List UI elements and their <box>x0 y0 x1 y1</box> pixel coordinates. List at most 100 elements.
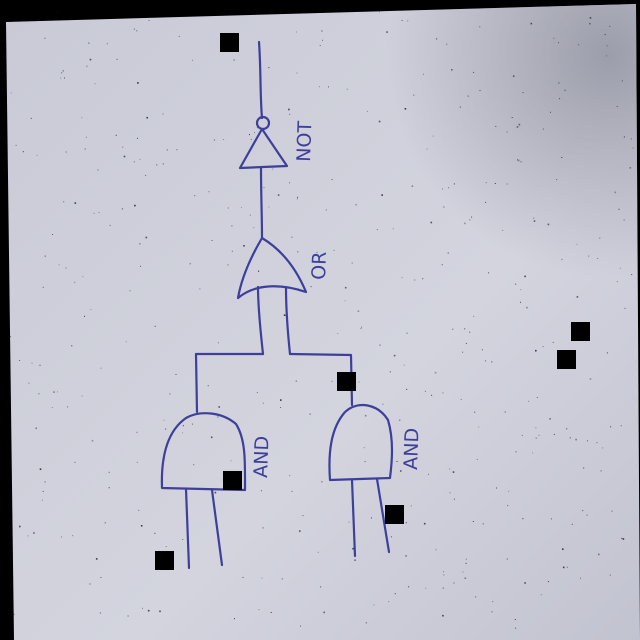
speck <box>22 151 24 153</box>
speck <box>575 438 577 441</box>
paper-shadow <box>6 4 640 640</box>
speck <box>65 151 67 153</box>
speck <box>146 116 148 119</box>
speck <box>344 286 347 289</box>
speck <box>60 77 62 79</box>
speck <box>618 208 620 210</box>
speck <box>148 19 150 21</box>
speck <box>182 539 184 540</box>
speck <box>378 11 380 13</box>
speck <box>535 427 537 429</box>
speck <box>522 92 524 94</box>
speck <box>84 315 85 317</box>
speck <box>323 611 325 614</box>
wire-or-to-not <box>259 166 264 240</box>
and-right-input-a <box>350 478 357 558</box>
speck <box>95 558 98 560</box>
speck <box>100 577 102 578</box>
speck <box>558 42 559 44</box>
speck <box>428 473 429 475</box>
speck <box>465 342 467 344</box>
speck <box>296 72 298 74</box>
speck <box>121 208 123 210</box>
speck <box>344 300 346 302</box>
circuit-wires <box>160 40 394 570</box>
speck <box>520 161 522 163</box>
speck <box>495 487 497 489</box>
speck <box>217 342 219 344</box>
speck <box>583 467 585 469</box>
speck <box>404 108 407 110</box>
or-gate-label: OR <box>308 251 331 280</box>
speck <box>280 399 282 401</box>
speck <box>115 134 117 136</box>
speck <box>33 532 35 534</box>
speck <box>90 309 92 311</box>
speck <box>580 577 581 579</box>
speck <box>469 219 471 221</box>
speck <box>355 204 357 206</box>
speck <box>491 611 493 613</box>
speck <box>99 612 101 614</box>
speck <box>382 403 384 405</box>
speck <box>258 609 260 611</box>
speck <box>514 619 516 620</box>
speck <box>44 481 46 483</box>
or-gate <box>236 236 308 300</box>
speck <box>122 146 124 148</box>
speck <box>622 538 625 540</box>
speck <box>515 283 517 285</box>
speck <box>192 59 193 61</box>
speck <box>624 307 626 309</box>
speck <box>193 464 195 466</box>
speck <box>442 188 444 190</box>
speck <box>36 154 38 156</box>
speck <box>100 367 102 369</box>
speck <box>322 39 323 41</box>
speck <box>134 204 136 207</box>
speck <box>325 209 327 211</box>
speck <box>64 77 65 79</box>
and-gate-right <box>328 403 394 482</box>
speck <box>515 451 517 453</box>
speck <box>424 390 426 392</box>
speck <box>142 607 143 609</box>
speck <box>93 212 95 214</box>
speck <box>462 351 464 353</box>
speck <box>319 45 321 46</box>
speck <box>321 481 323 483</box>
speck <box>472 521 474 522</box>
speck <box>619 267 621 269</box>
and-left-input-a <box>184 487 191 570</box>
speck <box>578 44 580 46</box>
speck <box>506 131 508 133</box>
speck <box>598 553 600 556</box>
speck <box>533 217 535 219</box>
speck <box>394 593 396 595</box>
speck <box>471 216 473 218</box>
speck <box>550 111 551 113</box>
speck <box>473 315 475 317</box>
speck <box>376 229 378 231</box>
speck <box>430 221 433 224</box>
speck <box>214 491 217 494</box>
speck <box>392 228 394 230</box>
speck <box>485 360 486 362</box>
speck <box>569 437 571 439</box>
speck <box>604 34 606 36</box>
speck <box>403 364 405 366</box>
speck <box>524 582 526 584</box>
speck <box>136 461 138 463</box>
and-right-input-b <box>375 477 391 554</box>
speck <box>297 196 298 198</box>
or-input-left <box>256 285 265 356</box>
speck <box>42 490 44 492</box>
wire-left-and-to-or <box>194 352 265 414</box>
speck <box>407 20 409 22</box>
speck <box>62 70 64 72</box>
speck <box>616 105 618 107</box>
speck <box>51 407 53 409</box>
speck <box>337 333 339 334</box>
speck <box>189 263 191 265</box>
output-wire <box>257 40 264 120</box>
